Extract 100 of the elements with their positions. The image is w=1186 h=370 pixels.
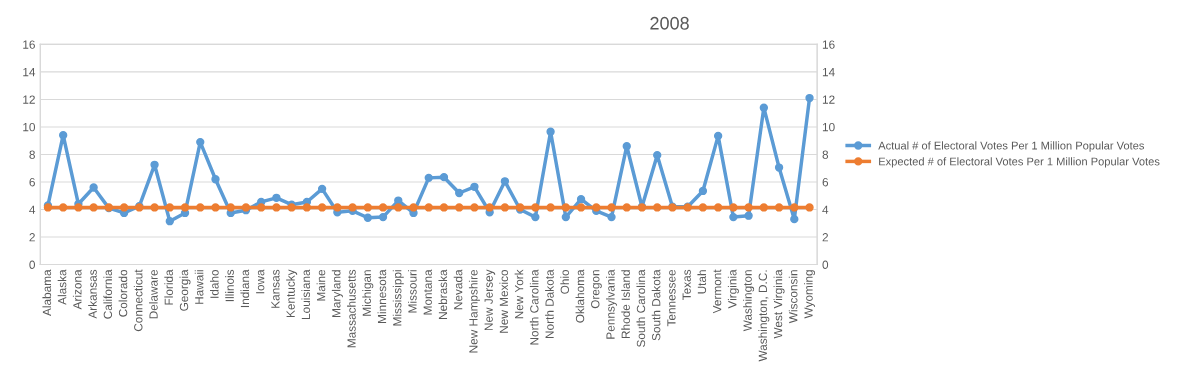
point: [196, 203, 205, 212]
point: [500, 177, 510, 186]
point: [546, 203, 555, 212]
x-tick-label: Rhode Island: [621, 270, 630, 339]
y-tick-label: 12: [23, 95, 35, 104]
chart-title: 2008: [650, 16, 689, 30]
legend-label: Actual # of Electoral Votes Per 1 Million Popular Votes: [878, 141, 1145, 152]
y-tick-label: 2: [29, 233, 35, 242]
point: [713, 131, 723, 141]
point: [89, 183, 98, 192]
point: [607, 212, 616, 222]
point: [455, 188, 464, 198]
point: [59, 203, 68, 212]
point: [576, 203, 586, 212]
y-tick-label: 6: [29, 178, 35, 187]
point: [226, 203, 235, 212]
point: [698, 186, 708, 196]
x-tick-label: Kentucky: [286, 269, 298, 317]
point: [439, 203, 449, 212]
point: [653, 203, 662, 212]
point: [500, 203, 510, 212]
x-tick-label: Wisconsin: [788, 270, 798, 324]
point: [470, 182, 479, 191]
point: [363, 203, 372, 212]
x-tick-label: Vermont: [713, 269, 722, 314]
point: [531, 203, 540, 212]
x-tick-label: Washington, D.C.: [758, 270, 770, 362]
y-tick-label: 16: [23, 40, 35, 49]
x-tick-label: Alaska: [57, 269, 67, 305]
y2-tick-label: 0: [822, 260, 829, 269]
x-tick-label: New Jersey: [484, 269, 496, 331]
x-tick-label: New Hampshire: [468, 269, 480, 353]
y2-tick-label: 8: [822, 150, 829, 159]
point: [698, 203, 708, 212]
point: [180, 203, 190, 212]
y2-tick-label: 14: [822, 68, 835, 77]
point: [455, 203, 464, 212]
point: [774, 163, 784, 172]
point: [257, 203, 266, 212]
x-tick-label: Nebraska: [438, 269, 448, 319]
x-tick-label: Georgia: [179, 269, 191, 311]
point: [424, 173, 433, 183]
x-tick-label: Ohio: [560, 269, 569, 294]
point: [744, 203, 753, 212]
point: [729, 203, 738, 212]
x-tick-label: Delaware: [149, 269, 158, 319]
x-tick-label: Colorado: [118, 269, 128, 317]
point: [424, 203, 433, 212]
point: [302, 203, 312, 212]
point: [546, 127, 555, 136]
point: [592, 203, 601, 212]
x-tick-label: Montana: [423, 269, 432, 315]
point: [150, 203, 159, 212]
point: [653, 150, 662, 160]
x-tick-label: Kansas: [271, 269, 280, 308]
point: [211, 203, 220, 212]
x-tick-label: Massachusetts: [347, 269, 356, 348]
x-tick-label: New Mexico: [499, 269, 509, 333]
point: [470, 203, 479, 212]
x-tick-label: Texas: [682, 269, 691, 300]
point: [409, 203, 418, 212]
x-tick-label: South Carolina: [636, 269, 646, 347]
x-tick-label: Hawaii: [194, 270, 204, 304]
point: [378, 212, 388, 222]
x-tick-label: Oregon: [591, 270, 602, 309]
point: [805, 203, 814, 212]
point: [622, 142, 631, 151]
x-tick-label: New York: [514, 269, 524, 319]
point: [744, 211, 753, 220]
x-tick-label: Arizona: [72, 269, 82, 310]
point: [348, 203, 357, 212]
y2-tick-label: 10: [822, 122, 835, 132]
x-tick-label: Arkansas: [88, 269, 97, 319]
y2-tick-label: 12: [822, 95, 835, 104]
y-tick-label: 0: [29, 260, 35, 269]
point: [439, 173, 449, 182]
point: [394, 203, 403, 212]
x-tick-label: Minnesota: [377, 269, 387, 323]
x-tick-label: Utah: [697, 270, 707, 294]
point: [790, 203, 799, 212]
x-tick-label: Florida: [164, 269, 173, 305]
point: [759, 203, 769, 212]
point: [774, 203, 784, 212]
y-tick-label: 10: [23, 122, 35, 132]
point: [165, 203, 174, 212]
x-tick-label: Iowa: [256, 269, 265, 294]
y2-tick-label: 2: [822, 233, 828, 242]
point: [317, 184, 327, 194]
point: [211, 175, 220, 184]
point: [272, 203, 281, 212]
x-tick-label: Connecticut: [133, 269, 143, 332]
y2-tick-label: 4: [822, 205, 829, 214]
point: [165, 217, 174, 226]
point: [485, 203, 494, 212]
point: [74, 203, 83, 212]
x-tick-label: Louisiana: [301, 269, 311, 319]
x-tick-label: Idaho: [209, 269, 219, 298]
point: [713, 203, 723, 212]
x-tick-label: North Dakota: [545, 269, 554, 338]
point: [805, 93, 814, 103]
